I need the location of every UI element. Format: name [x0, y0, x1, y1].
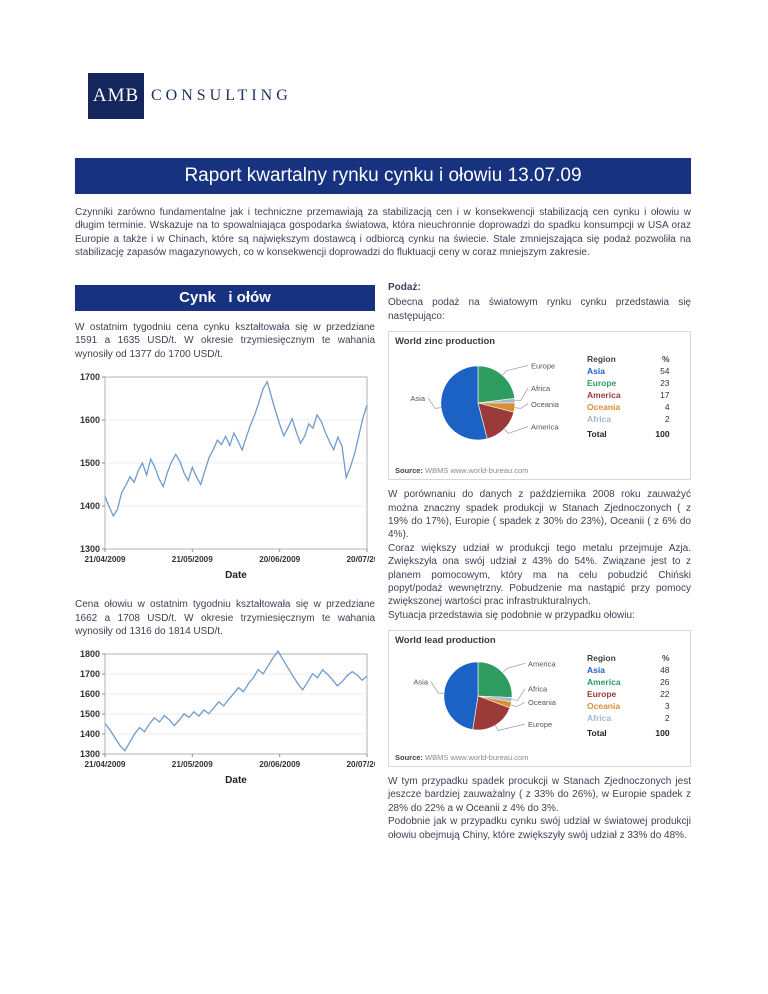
svg-text:20/07/2009: 20/07/2009: [347, 555, 375, 564]
source-text: WBMS www.world-bureau.com: [425, 466, 529, 476]
zinc-analysis-paragraph: W porównaniu do danych z października 20…: [388, 489, 691, 621]
svg-text:Africa: Africa: [528, 685, 548, 694]
svg-text:1700: 1700: [80, 669, 100, 679]
lead-production-legend: Region% Asia 48 America 26 Europe 22 Oceania 3 Af…: [587, 653, 670, 739]
svg-text:Date: Date: [225, 570, 247, 581]
svg-text:Europe: Europe: [531, 362, 555, 371]
intro-paragraph: Czynniki zarówno fundamentalne jak i tec…: [75, 207, 691, 259]
source-text: WBMS www.world-bureau.com: [425, 753, 529, 763]
zinc-price-line-chart: 1300 1400 1500 1600 1700 21/04/2009 21/05/2009…: [75, 369, 388, 588]
svg-text:1800: 1800: [80, 649, 100, 659]
zinc-pie-title: World zinc production: [395, 336, 496, 348]
svg-text:20/06/2009: 20/06/2009: [259, 760, 300, 769]
lead-pie-title: World lead production: [395, 635, 496, 647]
company-logo: AMB CONSULTING: [88, 73, 292, 119]
supply-intro: Obecna podaż na światowym rynku cynku pr…: [388, 297, 691, 322]
lead-analysis-paragraph: W tym przypadku spadek procukcji w Stana…: [388, 776, 691, 841]
svg-text:21/04/2009: 21/04/2009: [85, 760, 126, 769]
svg-text:America: America: [531, 423, 559, 432]
lead-source-line: Source: WBMS www.world-bureau.com: [395, 753, 687, 762]
svg-text:Oceania: Oceania: [531, 400, 560, 409]
svg-text:1600: 1600: [80, 415, 100, 425]
right-column: Podaż: Obecna podaż na światowym rynku c…: [388, 281, 691, 850]
svg-text:1300: 1300: [80, 544, 100, 554]
svg-text:20/07/2009: 20/07/2009: [347, 760, 375, 769]
svg-text:Asia: Asia: [410, 394, 425, 403]
svg-text:1500: 1500: [80, 458, 100, 468]
svg-text:1400: 1400: [80, 729, 100, 739]
lead-price-paragraph: Cena ołowiu w ostatnim tygodniu kształto…: [75, 599, 375, 637]
svg-text:Oceania: Oceania: [528, 698, 557, 707]
section-title-zinc-lead: Cynk i ołów: [75, 285, 375, 311]
lead-production-pie: America Africa Oceania Europe Asia: [392, 646, 587, 751]
logo-mark-text: AMB: [92, 85, 140, 106]
svg-text:Asia: Asia: [413, 678, 428, 687]
svg-text:Europe: Europe: [528, 720, 552, 729]
svg-text:1300: 1300: [80, 749, 100, 759]
zinc-production-box: World zinc production Europe Africa Oceani…: [388, 331, 691, 481]
svg-text:Date: Date: [225, 775, 247, 786]
lead-production-box: World lead production America Africa Ocean…: [388, 630, 691, 768]
svg-text:21/05/2009: 21/05/2009: [172, 760, 213, 769]
svg-text:Africa: Africa: [531, 384, 551, 393]
svg-text:America: America: [528, 659, 556, 668]
zinc-production-pie: Europe Africa Oceania America Asia: [392, 347, 587, 464]
zinc-source-line: Source: WBMS www.world-bureau.com: [395, 466, 687, 475]
svg-text:1600: 1600: [80, 689, 100, 699]
source-label: Source:: [395, 753, 423, 763]
supply-heading: Podaż:: [388, 282, 421, 293]
report-title: Raport kwartalny rynku cynku i ołowiu 13…: [184, 165, 582, 186]
svg-text:21/04/2009: 21/04/2009: [85, 555, 126, 564]
svg-text:20/06/2009: 20/06/2009: [259, 555, 300, 564]
left-column: Cynk i ołów W ostatnim tygodniu cena cyn…: [75, 285, 388, 803]
svg-text:1700: 1700: [80, 372, 100, 382]
report-title-bar: Raport kwartalny rynku cynku i ołowiu 13…: [75, 158, 691, 194]
svg-text:21/05/2009: 21/05/2009: [172, 555, 213, 564]
lead-price-line-chart: 1300 1400 1500 1600 1700 1800 21/04/2009 21/05/…: [75, 646, 388, 793]
zinc-price-paragraph: W ostatnim tygodniu cena cynku kształtow…: [75, 322, 375, 360]
source-label: Source:: [395, 466, 423, 476]
logo-wordmark: CONSULTING: [151, 87, 292, 104]
zinc-production-legend: Region% Asia 54 Europe 23 America 17 Oceania 4 Af…: [587, 354, 670, 440]
svg-text:1500: 1500: [80, 709, 100, 719]
logo-mark: AMB: [88, 73, 144, 119]
svg-text:1400: 1400: [80, 501, 100, 511]
